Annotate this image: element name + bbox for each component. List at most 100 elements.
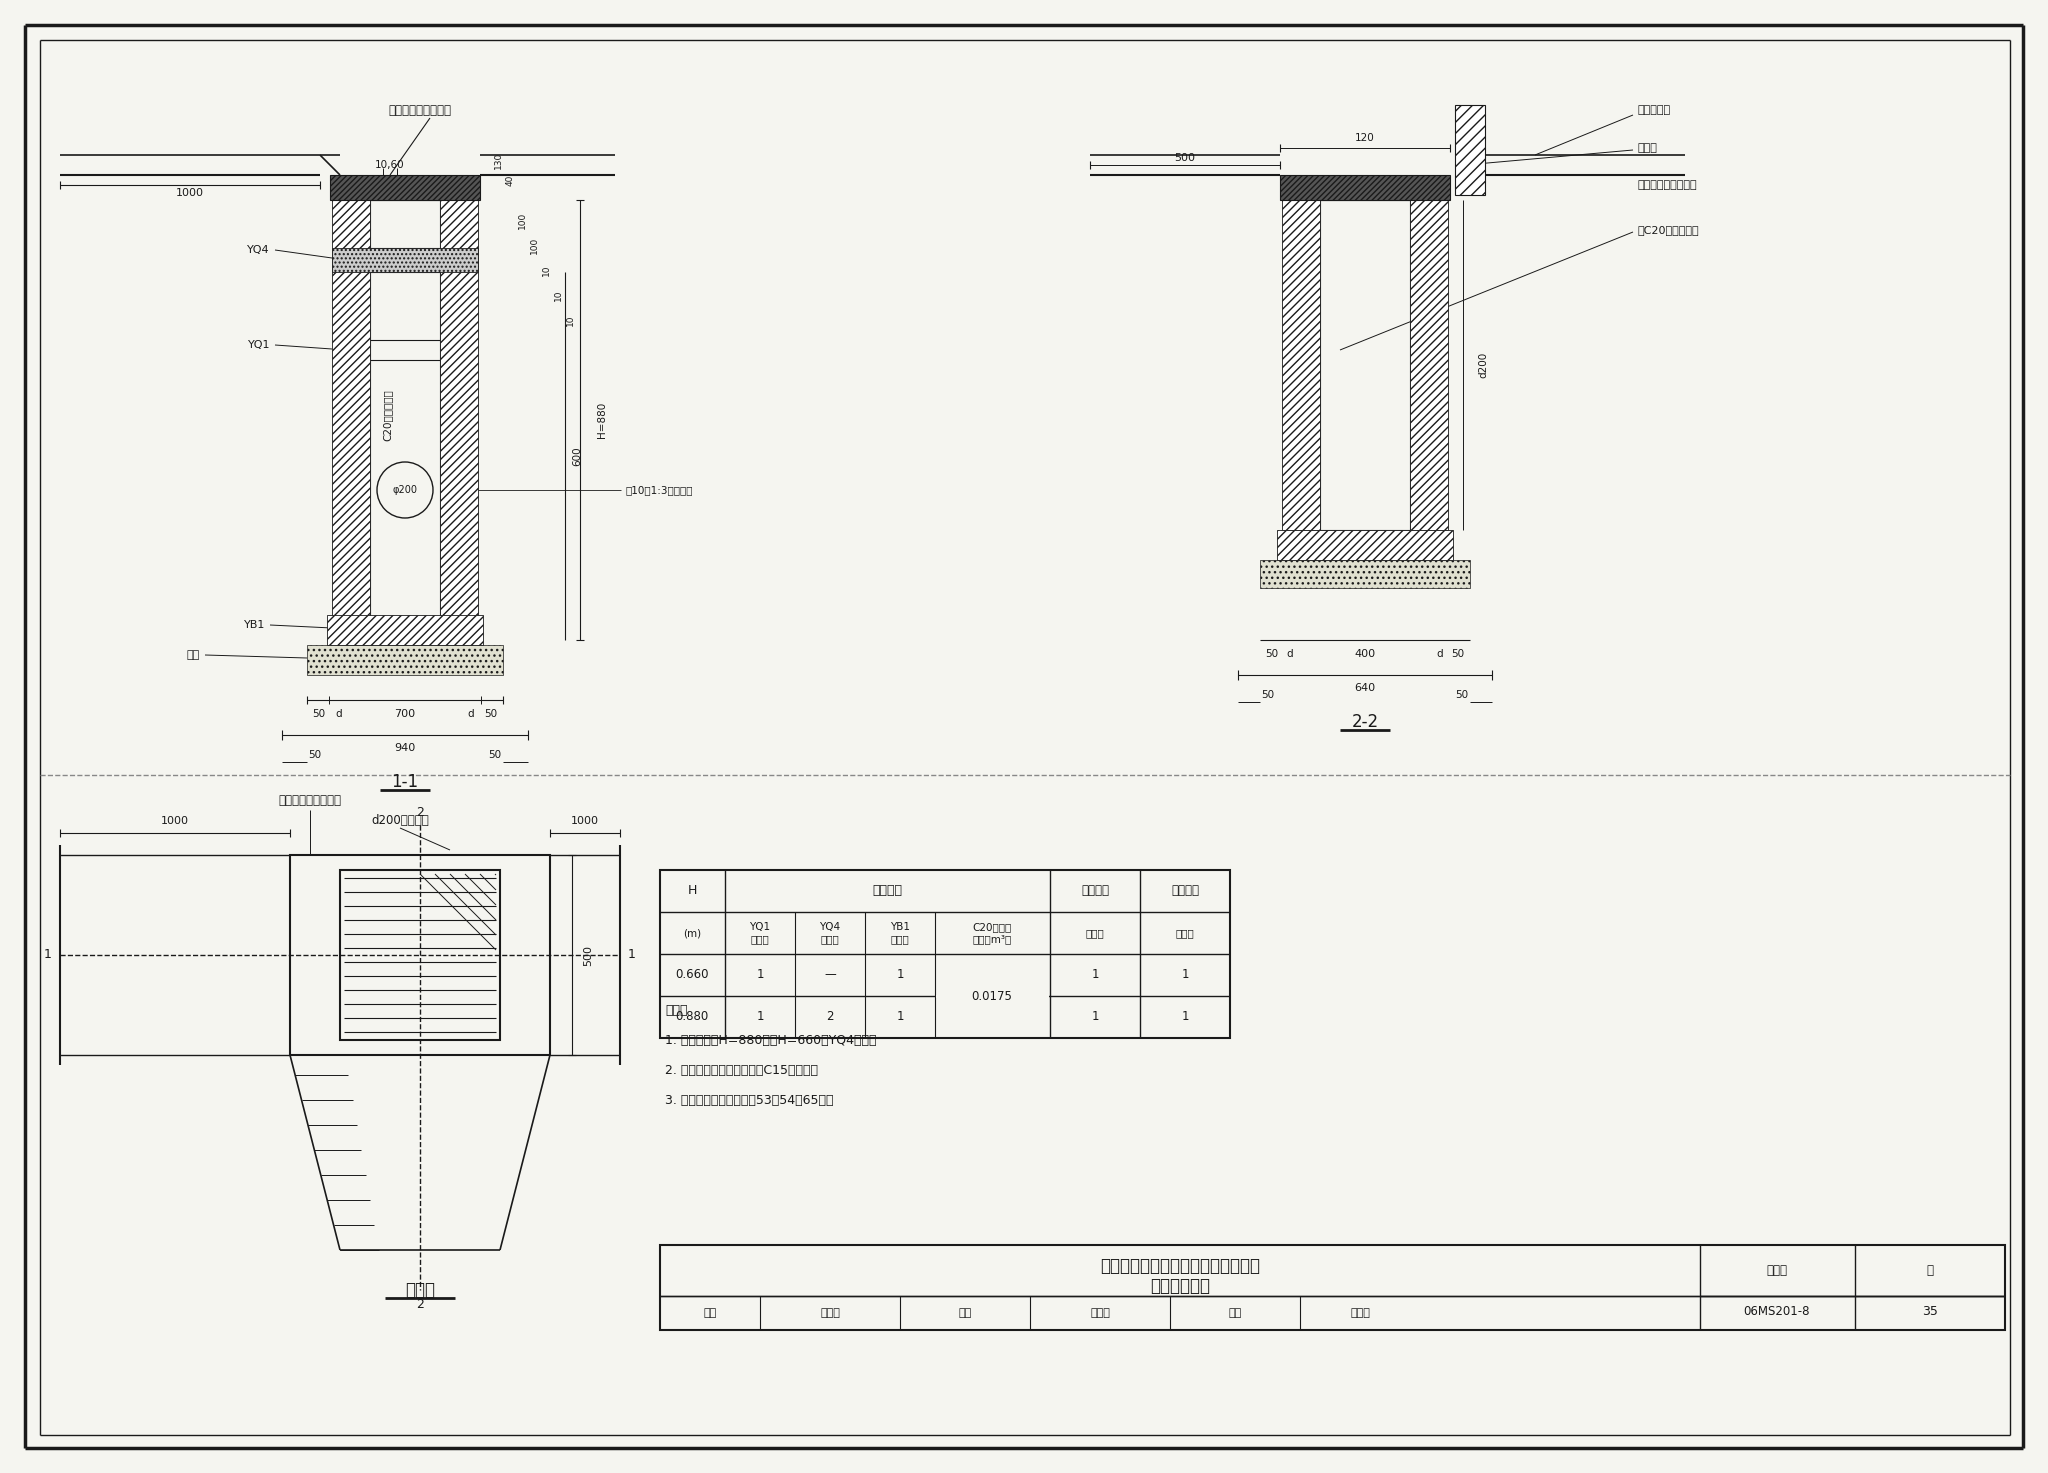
Bar — [1280, 175, 1450, 200]
Bar — [1409, 200, 1448, 530]
Text: 1: 1 — [1092, 969, 1098, 981]
Bar — [1282, 200, 1321, 530]
Text: 50: 50 — [313, 709, 326, 719]
Text: 按道路要求做法安装: 按道路要求做法安装 — [1638, 180, 1698, 190]
Text: 10: 10 — [565, 314, 575, 326]
Text: （个）: （个） — [1176, 928, 1194, 938]
Text: 1: 1 — [756, 969, 764, 981]
Text: 2: 2 — [825, 1010, 834, 1024]
Text: 校对: 校对 — [958, 1308, 971, 1318]
Text: 100: 100 — [530, 236, 539, 253]
Text: 铸铁井圈及铸铁算子: 铸铁井圈及铸铁算子 — [389, 103, 451, 116]
Text: 审核: 审核 — [702, 1308, 717, 1318]
Text: 补C20细石混凝土: 补C20细石混凝土 — [1638, 225, 1700, 236]
Text: d200: d200 — [1479, 352, 1489, 379]
Text: 40: 40 — [506, 174, 514, 186]
Bar — [1260, 560, 1470, 588]
Text: （个）: （个） — [1085, 928, 1104, 938]
Text: C20细石混
凝土（m³）: C20细石混 凝土（m³） — [973, 922, 1012, 944]
Text: 1. 本图所示为H=880，当H=660时YQ4取消。: 1. 本图所示为H=880，当H=660时YQ4取消。 — [666, 1034, 877, 1046]
Text: 640: 640 — [1354, 683, 1376, 692]
Text: 平面图: 平面图 — [406, 1282, 434, 1299]
Text: 2: 2 — [416, 807, 424, 819]
Text: —: — — [823, 969, 836, 981]
Text: φ200: φ200 — [393, 485, 418, 495]
Text: YB1
（块）: YB1 （块） — [891, 922, 909, 944]
Text: 垫层: 垫层 — [186, 650, 201, 660]
Text: 说明：: 说明： — [666, 1003, 688, 1016]
Text: 0.660: 0.660 — [676, 969, 709, 981]
Text: 50: 50 — [1266, 650, 1278, 658]
Text: 2. 垫层材料为碎石、粗砂或C15混凝土。: 2. 垫层材料为碎石、粗砂或C15混凝土。 — [666, 1064, 817, 1077]
Text: 人行道铺装: 人行道铺装 — [1638, 105, 1671, 115]
Bar — [371, 200, 440, 639]
Text: d: d — [467, 709, 475, 719]
Text: 50: 50 — [485, 709, 498, 719]
Bar — [307, 645, 504, 675]
Text: 座10厚1:3水泥砂浆: 座10厚1:3水泥砂浆 — [625, 485, 692, 495]
Text: d: d — [1438, 650, 1444, 658]
Text: 1000: 1000 — [571, 816, 598, 826]
Bar — [440, 200, 477, 639]
Text: 10: 10 — [541, 264, 551, 275]
Text: 1000: 1000 — [176, 189, 205, 197]
Text: 600: 600 — [571, 446, 582, 465]
Text: 400: 400 — [1354, 650, 1376, 658]
Text: 图集号: 图集号 — [1767, 1264, 1788, 1277]
Text: 1: 1 — [1182, 1010, 1188, 1024]
Text: d: d — [336, 709, 342, 719]
Text: 立缘石: 立缘石 — [1638, 143, 1659, 153]
Text: YQ1
（块）: YQ1 （块） — [750, 922, 770, 944]
Text: 工程数量: 工程数量 — [872, 884, 903, 897]
Bar — [332, 247, 477, 273]
Text: 1000: 1000 — [162, 816, 188, 826]
Text: d: d — [1286, 650, 1294, 658]
Text: YQ4
（块）: YQ4 （块） — [819, 922, 840, 944]
Text: 50: 50 — [309, 750, 322, 760]
Text: 温丽晖: 温丽晖 — [1350, 1308, 1370, 1318]
Text: 700: 700 — [395, 709, 416, 719]
Text: 1: 1 — [897, 1010, 903, 1024]
Text: H=880: H=880 — [598, 402, 606, 437]
Bar — [659, 1245, 2005, 1330]
Text: YQ4: YQ4 — [248, 245, 270, 255]
Bar — [936, 994, 1049, 999]
Text: 预制混凝土装配式偏沟式单算雨水口: 预制混凝土装配式偏沟式单算雨水口 — [1100, 1258, 1260, 1276]
Text: 120: 120 — [1356, 133, 1374, 143]
Text: YQ1: YQ1 — [248, 340, 270, 351]
Text: 设计: 设计 — [1229, 1308, 1241, 1318]
Text: C20细石混凝土: C20细石混凝土 — [383, 389, 393, 440]
Bar — [340, 871, 500, 1040]
Text: 10: 10 — [553, 289, 563, 300]
Bar — [1321, 200, 1409, 530]
Text: 50: 50 — [1456, 689, 1468, 700]
Bar — [332, 200, 371, 639]
Bar — [1278, 530, 1452, 560]
Text: 50: 50 — [1262, 689, 1274, 700]
Text: 1: 1 — [1092, 1010, 1098, 1024]
Bar — [328, 616, 483, 645]
Text: 500: 500 — [1174, 153, 1196, 164]
Text: 10,60: 10,60 — [375, 161, 406, 169]
Text: 1: 1 — [629, 949, 635, 962]
Text: 2: 2 — [416, 1299, 424, 1311]
Bar — [330, 175, 479, 200]
Text: 1: 1 — [1182, 969, 1188, 981]
Text: 100: 100 — [518, 211, 526, 228]
Text: 1: 1 — [897, 969, 903, 981]
Bar — [659, 871, 1231, 1038]
Text: 50: 50 — [1452, 650, 1464, 658]
Text: YB1: YB1 — [244, 620, 264, 630]
Text: (m): (m) — [682, 928, 700, 938]
Text: 06MS201-8: 06MS201-8 — [1743, 1305, 1810, 1318]
Text: 1: 1 — [45, 949, 51, 962]
Text: 35: 35 — [1923, 1305, 1937, 1318]
Text: 0.0175: 0.0175 — [971, 990, 1012, 1003]
Text: 3. 算子及井圈见本图集第53、54、65页。: 3. 算子及井圈见本图集第53、54、65页。 — [666, 1093, 834, 1106]
Text: （铸铁井圈）: （铸铁井圈） — [1151, 1277, 1210, 1295]
Text: 1: 1 — [756, 1010, 764, 1024]
Bar — [291, 854, 551, 1055]
Text: 2-2: 2-2 — [1352, 713, 1378, 731]
Text: 940: 940 — [395, 742, 416, 753]
Text: H: H — [688, 884, 696, 897]
